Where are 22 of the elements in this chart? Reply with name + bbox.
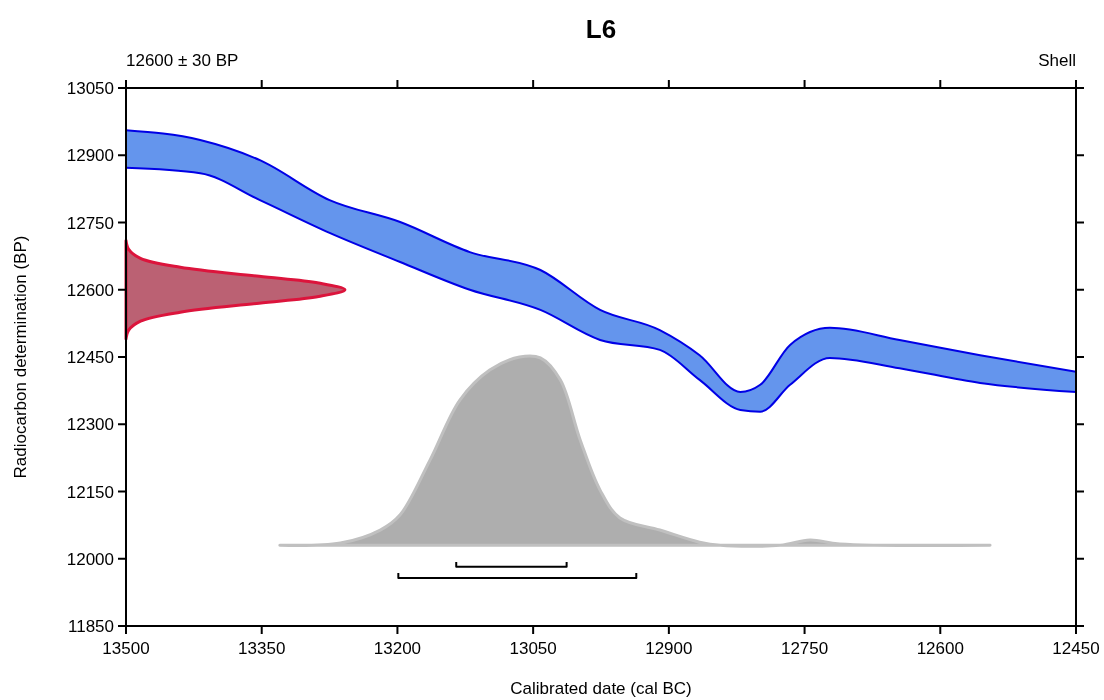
y-tick-label: 11850 <box>67 617 114 636</box>
x-tick-label: 13500 <box>102 639 150 658</box>
y-tick-label: 13050 <box>66 79 114 98</box>
y-tick-label: 12750 <box>66 213 114 233</box>
text: Shell <box>1038 51 1076 70</box>
x-tick-label: 13350 <box>238 639 286 658</box>
chart-title: L6 <box>585 14 617 44</box>
x-axis-title: Calibrated date (cal BC) <box>510 679 692 698</box>
x-tick-label: 12600 <box>916 639 964 658</box>
x-tick-label: 13200 <box>373 639 422 658</box>
text: 12600 ± 30 BP <box>126 51 239 70</box>
y-tick-label: 12450 <box>66 348 114 367</box>
y-tick-label: 12150 <box>66 482 114 502</box>
y-tick-label: 12300 <box>66 415 114 435</box>
y-tick-label: 12000 <box>66 549 114 569</box>
x-tick-label: 13050 <box>509 639 557 658</box>
y-axis-title: Radiocarbon determination (BP) <box>11 235 30 479</box>
x-tick-label: 12900 <box>645 639 693 658</box>
x-tick-label: 12450 <box>1052 639 1100 658</box>
y-tick-label: 12600 <box>66 280 114 300</box>
x-tick-label: 12750 <box>780 639 829 658</box>
y-tick-label: 12900 <box>66 146 114 166</box>
